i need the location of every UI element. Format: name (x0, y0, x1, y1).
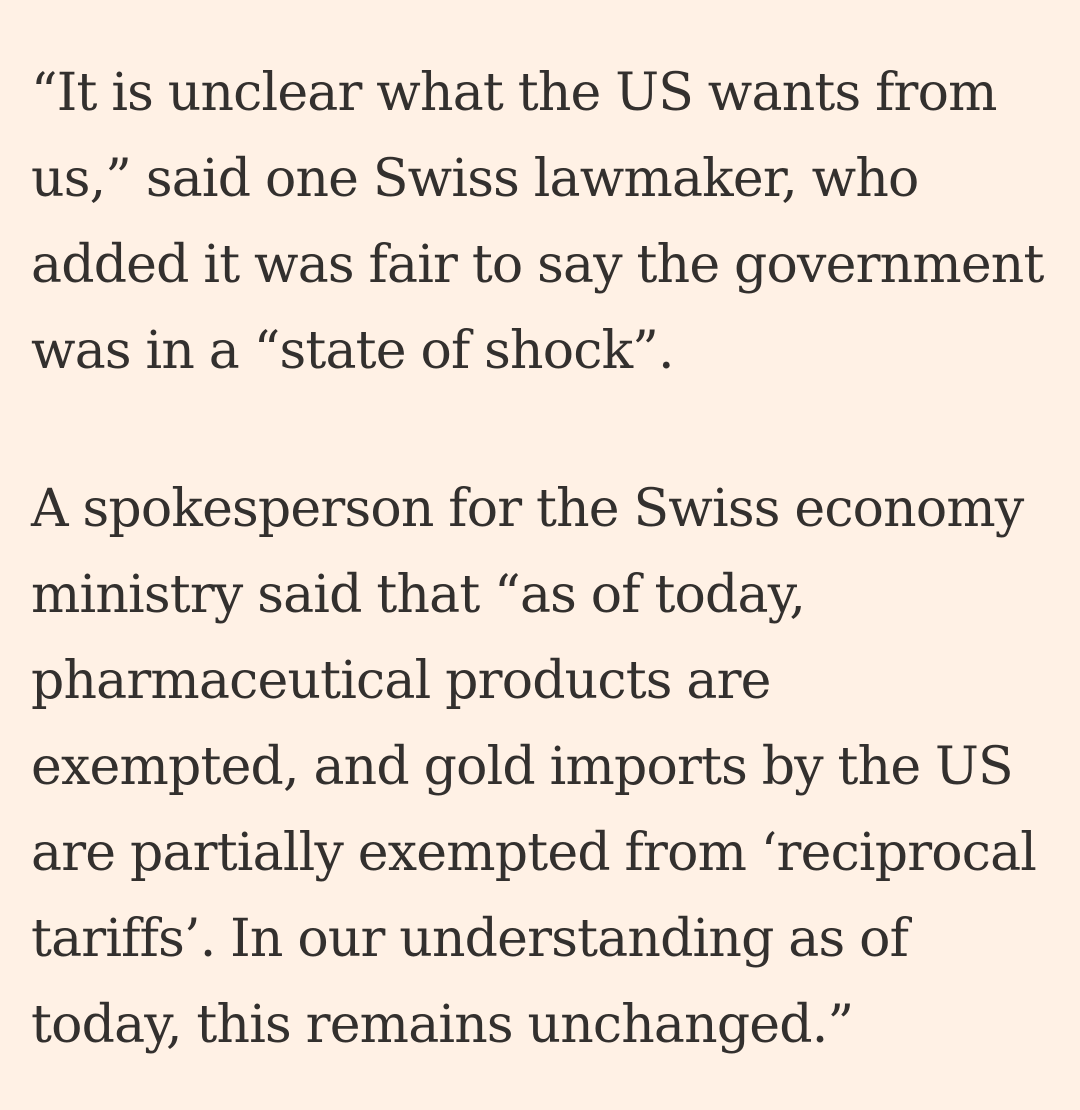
paragraph-line: A spokesperson for the Swiss economy (31, 479, 1024, 539)
paragraph-line: us,” said one Swiss lawmaker, who (31, 149, 919, 209)
paragraph-line: ministry said that “as of today, (31, 565, 806, 625)
paragraph-line: tariffs’. In our understanding as of (31, 909, 909, 969)
paragraph-line: “It is unclear what the US wants from (31, 63, 997, 123)
paragraph-lawmaker-quote: “It is unclear what the US wants from us… (31, 50, 1050, 394)
paragraph-line: was in a “state of shock”. (31, 321, 675, 381)
paragraph-line: added it was fair to say the government (31, 235, 1044, 295)
paragraph-line: are partially exempted from ‘reciprocal (31, 823, 1037, 883)
paragraph-line: today, this remains unchanged.” (31, 995, 854, 1055)
paragraph-line: pharmaceutical products are (31, 651, 771, 711)
paragraph-line: exempted, and gold imports by the US (31, 737, 1014, 797)
paragraph-spokesperson-statement: A spokesperson for the Swiss economy min… (31, 466, 1050, 1068)
